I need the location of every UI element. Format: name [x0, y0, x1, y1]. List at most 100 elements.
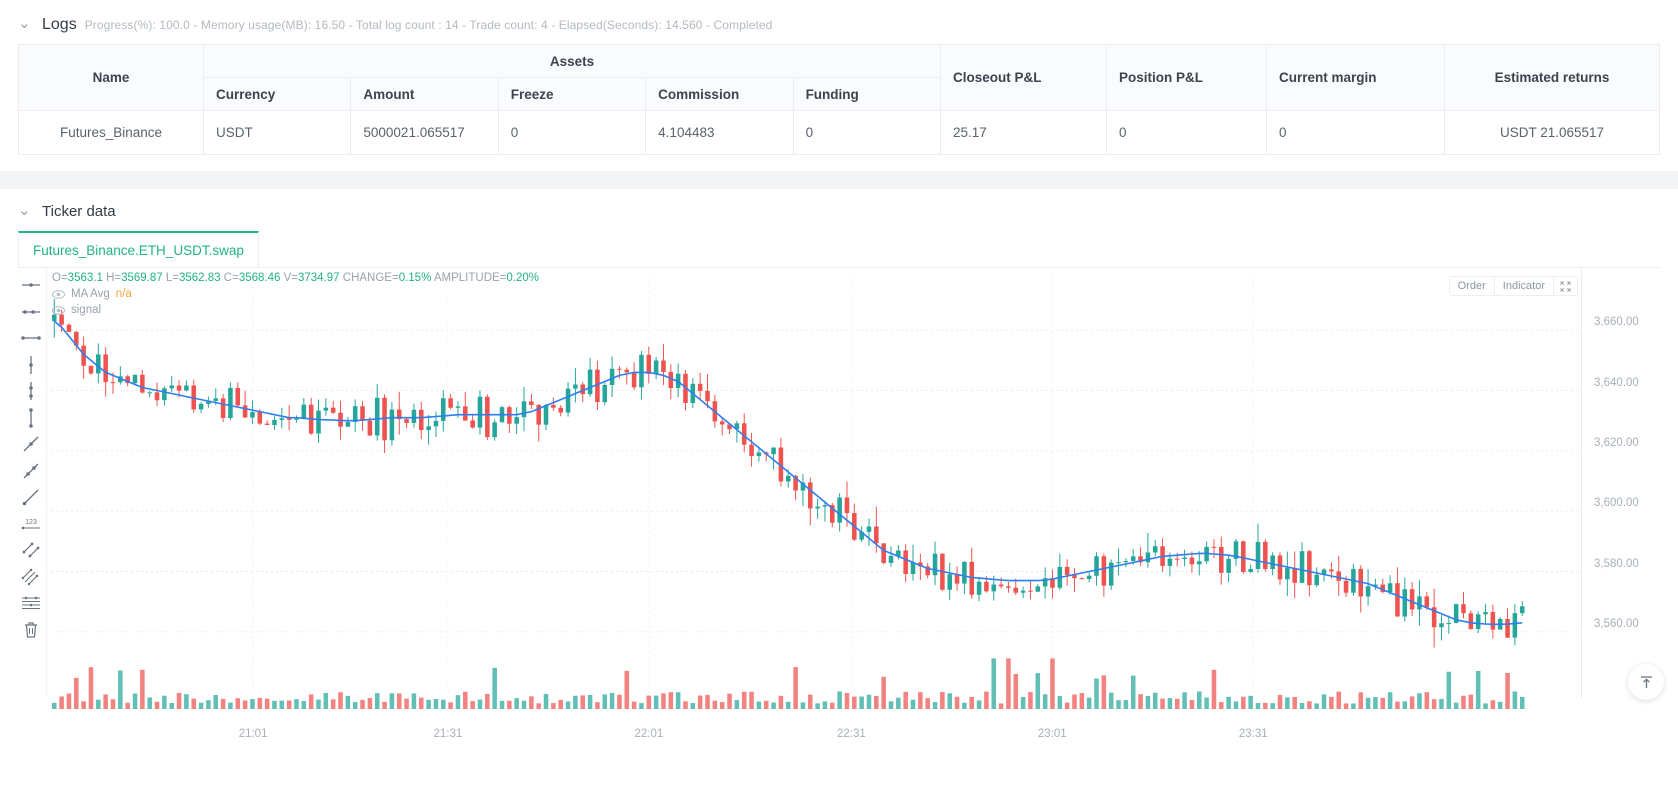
- candle-body: [323, 407, 329, 411]
- trend-ray-tool-icon[interactable]: [17, 458, 45, 485]
- chart-legend: O=3563.1 H=3569.87 L=3562.83 C=3568.46 V…: [52, 272, 539, 316]
- table-header-row-2: Currency Amount Freeze Commission Fundin…: [19, 77, 1660, 111]
- candle-body: [719, 421, 725, 425]
- volume-bar: [1431, 699, 1437, 709]
- volume-bar: [184, 694, 189, 709]
- tab-futures-binance-eth-usdt-swap[interactable]: Futures_Binance.ETH_USDT.swap: [18, 231, 259, 267]
- indicator-ma-avg[interactable]: MA Avg n/a: [52, 288, 539, 300]
- candle-body: [286, 418, 292, 420]
- pitchfork-tool-icon[interactable]: [17, 564, 45, 591]
- candle-body: [1329, 569, 1334, 572]
- candle-body: [1431, 607, 1437, 628]
- candle-body: [631, 372, 637, 388]
- volume-bar: [830, 702, 835, 709]
- vertical-ray-tool-icon[interactable]: [17, 378, 45, 405]
- arrow-line-tool-icon[interactable]: [17, 484, 45, 511]
- volume-bar: [389, 693, 395, 709]
- time-axis[interactable]: 21:01 21:31 22:01 22:31 23:01 23:31: [46, 728, 1580, 750]
- volume-bar: [881, 676, 886, 709]
- candle-body: [1395, 583, 1400, 617]
- fullscreen-icon[interactable]: [1554, 277, 1577, 295]
- col-current-margin: Current margin: [1266, 44, 1445, 111]
- volume-bar: [1475, 670, 1481, 709]
- candle-body: [822, 505, 828, 507]
- candle-body: [881, 543, 886, 563]
- price-axis[interactable]: 3,660.00 3,640.00 3,620.00 3,600.00 3,580.00…: [1582, 268, 1678, 705]
- candle-body: [81, 345, 86, 366]
- volume-bar: [903, 691, 908, 709]
- eye-icon[interactable]: [52, 305, 65, 315]
- candle-body: [587, 369, 593, 395]
- candle-body: [954, 574, 960, 584]
- candle-body: [264, 423, 270, 425]
- volume-bar: [587, 694, 593, 709]
- candle-body: [147, 392, 152, 394]
- candle-body: [998, 584, 1004, 587]
- candlestick-chart[interactable]: 3,660.00 3,640.00 3,620.00 3,600.00 3,580.00…: [0, 268, 1678, 758]
- horizontal-ray-tool-icon[interactable]: [17, 299, 45, 326]
- candle-body: [800, 482, 806, 491]
- volume-bar: [1277, 694, 1283, 709]
- candle-body: [1505, 618, 1510, 638]
- ticker-tabbar: Futures_Binance.ETH_USDT.swap: [18, 230, 1660, 268]
- toolbar-divider: [46, 268, 47, 698]
- price-axis-line: [1581, 268, 1582, 698]
- logs-header: ⌄ Logs Progress(%): 100.0 - Memory usage…: [0, 0, 1678, 44]
- horizontal-line-tool-icon[interactable]: [17, 272, 45, 299]
- volume-bar: [242, 700, 248, 709]
- parallel-channel-tool-icon[interactable]: [17, 537, 45, 564]
- volume-bar: [308, 694, 314, 709]
- candle-body: [639, 354, 644, 388]
- candle-body: [1343, 580, 1349, 593]
- time-tick-label: 22:31: [836, 728, 866, 740]
- volume-bar: [382, 701, 387, 709]
- indicator-signal[interactable]: signal: [52, 304, 539, 316]
- volume-bar: [88, 667, 94, 709]
- candle-body: [1079, 578, 1085, 580]
- ticker-header: ⌄ Ticker data: [0, 189, 1678, 230]
- trash-tool-icon[interactable]: [17, 617, 45, 644]
- eye-icon[interactable]: [52, 289, 65, 299]
- volume-bar: [485, 693, 490, 709]
- candle-body: [66, 324, 72, 332]
- ohlc-value: 3734.97: [297, 272, 340, 284]
- chevron-down-icon[interactable]: ⌄: [18, 15, 31, 32]
- volume-bar: [433, 698, 439, 709]
- candle-body: [1094, 556, 1099, 576]
- candle-body: [1336, 571, 1342, 581]
- candle-body: [580, 384, 586, 395]
- volume-bar: [1519, 696, 1525, 709]
- vertical-segment-tool-icon[interactable]: [17, 405, 45, 432]
- volume-bar: [661, 693, 666, 709]
- volume-bar: [771, 702, 776, 709]
- volume-bar: [1343, 703, 1349, 709]
- candle-body: [206, 400, 211, 404]
- ohlc-key: CHANGE=: [342, 272, 399, 284]
- indicator-button[interactable]: Indicator: [1495, 277, 1554, 295]
- candle-body: [793, 475, 798, 491]
- order-button[interactable]: Order: [1450, 277, 1495, 295]
- chevron-down-icon[interactable]: ⌄: [18, 202, 31, 219]
- volume-bar: [1138, 694, 1143, 709]
- horizontal-segment-tool-icon[interactable]: [17, 325, 45, 352]
- volume-bar: [301, 701, 307, 709]
- fib-numbers-tool-icon[interactable]: 123: [17, 511, 45, 538]
- candle-body: [1101, 556, 1107, 586]
- vertical-line-tool-icon[interactable]: [17, 352, 45, 379]
- trend-line-tool-icon[interactable]: [17, 431, 45, 458]
- chart-plot[interactable]: [46, 276, 1580, 713]
- volume-bar: [52, 702, 57, 709]
- col-freeze: Freeze: [497, 77, 647, 111]
- scroll-to-top-icon[interactable]: [1628, 664, 1664, 700]
- volume-bar: [74, 677, 79, 709]
- drawing-toolbar[interactable]: 123: [16, 272, 46, 643]
- ma-avg-line: [53, 320, 1523, 626]
- candle-body: [778, 447, 784, 482]
- volume-bar: [1042, 694, 1048, 709]
- candle-body: [756, 452, 762, 457]
- candle-body: [932, 553, 938, 576]
- fib-retracement-tool-icon[interactable]: [17, 590, 45, 617]
- volume-bar: [1380, 697, 1386, 709]
- volume-bar: [1255, 703, 1261, 709]
- cell-currency: USDT: [202, 110, 352, 155]
